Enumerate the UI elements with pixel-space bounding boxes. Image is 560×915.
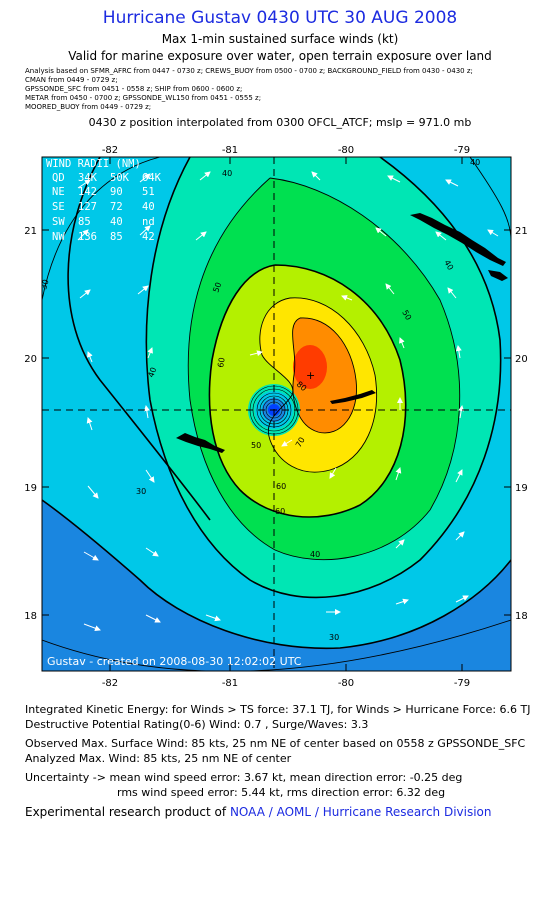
max-wind-core	[293, 345, 327, 389]
lat-tick-label: 18	[24, 611, 37, 622]
wind-field-map: 30 30 30 40 40 40 40 40 50 50 50 60 60 6…	[24, 145, 528, 689]
lat-tick-label: 19	[515, 483, 528, 494]
contour-label: 30	[136, 487, 146, 496]
contour-label: 40	[146, 366, 158, 379]
subtitle-exposure: Valid for marine exposure over water, op…	[68, 49, 492, 63]
axis-ticks	[42, 157, 511, 671]
analyzed-max-wind: Analyzed Max. Wind: 85 kts, 25 nm NE of …	[25, 752, 292, 765]
contour-label: 40	[222, 169, 232, 178]
product-prefix: Experimental research product of	[25, 805, 227, 819]
subtitle-max-winds: Max 1-min sustained surface winds (kt)	[161, 32, 399, 46]
wind-radii-col: 50K	[110, 172, 130, 184]
wind-radii-cell: 85	[110, 231, 123, 243]
lon-tick-label: -79	[454, 678, 470, 689]
contour-label: 50	[400, 309, 413, 322]
map-frame	[41, 156, 512, 672]
wind-radii-cell: 42	[142, 231, 155, 243]
lon-tick-label: -80	[338, 145, 354, 156]
wind-radii-cell: 51	[142, 186, 155, 198]
lat-tick-label: 21	[24, 226, 37, 237]
uncertainty-rms: rms wind speed error: 5.44 kt, rms direc…	[117, 786, 446, 799]
position-info: 0430 z position interpolated from 0300 O…	[88, 116, 472, 129]
map-credit: Gustav - created on 2008-08-30 12:02:02 …	[47, 655, 302, 668]
contour-label: 40	[310, 550, 320, 559]
wind-radii-cell: 40	[142, 201, 155, 213]
contour-label: 40	[442, 259, 455, 272]
lat-tick-label: 21	[515, 226, 528, 237]
contour-label: 50	[211, 281, 223, 294]
lon-tick-label: -82	[102, 145, 118, 156]
uncertainty-mean: Uncertainty -> mean wind speed error: 3.…	[25, 771, 463, 784]
wind-radii-table: WIND RADII (NM) QD 34K 50K 64K NE 142 90…	[46, 158, 162, 243]
wind-radii-cell: SW	[52, 216, 65, 228]
wind-radii-col: 64K	[142, 172, 162, 184]
lon-tick-label: -82	[102, 678, 118, 689]
lat-tick-label: 18	[515, 611, 528, 622]
noaa-aoml-link[interactable]: NOAA / AOML / Hurricane Research Divisio…	[229, 805, 492, 819]
source-line: METAR from 0450 - 0700 z; GPSSONDE_WL150…	[25, 94, 262, 102]
contour-label: 70	[294, 436, 307, 449]
wind-radii-cell: 136	[78, 231, 97, 243]
lon-tick-label: -79	[454, 145, 470, 156]
wind-radii-col: QD	[52, 172, 65, 184]
contour-label: 30	[39, 278, 50, 290]
lat-tick-label: 19	[24, 483, 37, 494]
max-wind-marker: +	[306, 369, 315, 382]
product-credit: Experimental research product of NOAA / …	[25, 805, 492, 819]
wind-radii-cell: 142	[78, 186, 97, 198]
wind-radii-cell: SE	[52, 201, 65, 213]
wind-radii-cell: 90	[110, 186, 123, 198]
source-line: CMAN from 0449 - 0729 z;	[25, 76, 118, 84]
wind-radii-cell: nd	[142, 216, 155, 228]
wind-radii-cell: 85	[78, 216, 91, 228]
dpr-info: Destructive Potential Rating(0-6) Wind: …	[25, 718, 369, 731]
wind-radii-cell: 72	[110, 201, 123, 213]
lon-tick-label: -81	[222, 678, 238, 689]
page-title: Hurricane Gustav 0430 UTC 30 AUG 2008	[102, 8, 458, 28]
wind-radii-cell: 40	[110, 216, 123, 228]
lon-tick-label: -80	[338, 678, 354, 689]
lat-tick-label: 20	[515, 354, 528, 365]
contour-label: 60	[275, 507, 285, 516]
source-line: MOORED_BUOY from 0449 - 0729 z;	[25, 103, 152, 111]
lon-tick-label: -81	[222, 145, 238, 156]
wind-radii-col: 34K	[78, 172, 98, 184]
contour-label: 50	[251, 441, 261, 450]
coastline	[176, 213, 508, 453]
observed-max-wind: Observed Max. Surface Wind: 85 kts, 25 n…	[25, 737, 526, 750]
wind-radii-header: WIND RADII (NM)	[46, 158, 141, 170]
wind-radii-cell: NE	[52, 186, 65, 198]
contour-label: 60	[276, 482, 286, 491]
wind-radii-cell: NW	[52, 231, 65, 243]
contour-label: 40	[470, 158, 480, 167]
lat-tick-label: 20	[24, 354, 37, 365]
ike-info: Integrated Kinetic Energy: for Winds > T…	[25, 703, 531, 716]
wind-radii-cell: 127	[78, 201, 97, 213]
contour-label: 60	[216, 357, 227, 369]
center-crosshair	[42, 157, 511, 671]
wind-vectors	[77, 171, 499, 632]
source-line: GPSSONDE_SFC from 0451 - 0558 z; SHIP fr…	[25, 85, 243, 93]
contour-label: 30	[329, 633, 339, 642]
source-line: Analysis based on SFMR_AFRC from 0447 - …	[25, 67, 473, 75]
